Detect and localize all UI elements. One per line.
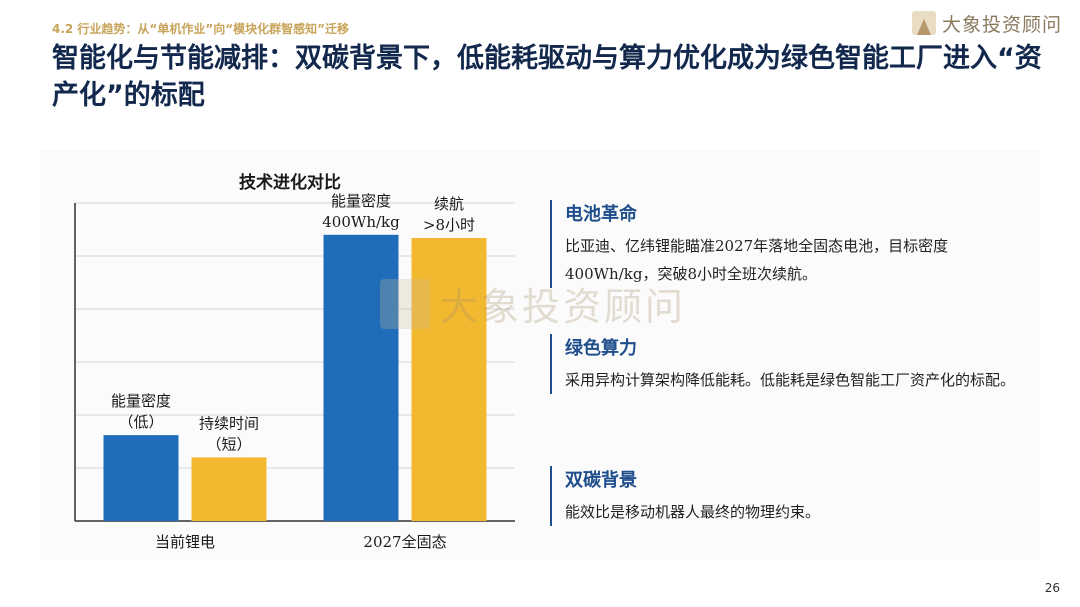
feature-text: 采用异构计算架构降低能耗。低能耗是绿色智能工厂资产化的标配。: [565, 371, 1016, 389]
chart-title: 技术进化对比: [239, 173, 341, 193]
feature-green-compute: 绿色算力 采用异构计算架构降低能耗。低能耗是绿色智能工厂资产化的标配。: [550, 334, 1035, 394]
feature-text: 能效比是移动机器人最终的物理约束。: [565, 503, 821, 521]
brand-logo: 大象投资顾问: [911, 8, 1062, 38]
feature-battery: 电池革命 比亚迪、亿纬锂能瞄准2027年落地全固态电池，目标密度400Wh/kg…: [550, 200, 1035, 288]
feature-heading: 绿色算力: [565, 338, 637, 359]
section-tag: 4.2 行业趋势：从“单机作业”向“模块化群智感知”迁移: [52, 22, 349, 36]
page-title: 智能化与节能减排：双碳背景下，低能耗驱动与算力优化成为绿色智能工厂进入“资产化”…: [52, 43, 1042, 111]
page-number: 26: [1044, 581, 1060, 595]
feature-dual-carbon: 双碳背景 能效比是移动机器人最终的物理约束。: [550, 466, 1035, 526]
feature-heading: 双碳背景: [565, 470, 637, 491]
feature-text: 比亚迪、亿纬锂能瞄准2027年落地全固态电池，目标密度400Wh/kg，突破8小…: [565, 237, 949, 283]
logo-text: 大象投资顾问: [941, 13, 1062, 36]
elephant-logo-icon: [911, 11, 936, 35]
feature-heading: 电池革命: [565, 204, 637, 225]
